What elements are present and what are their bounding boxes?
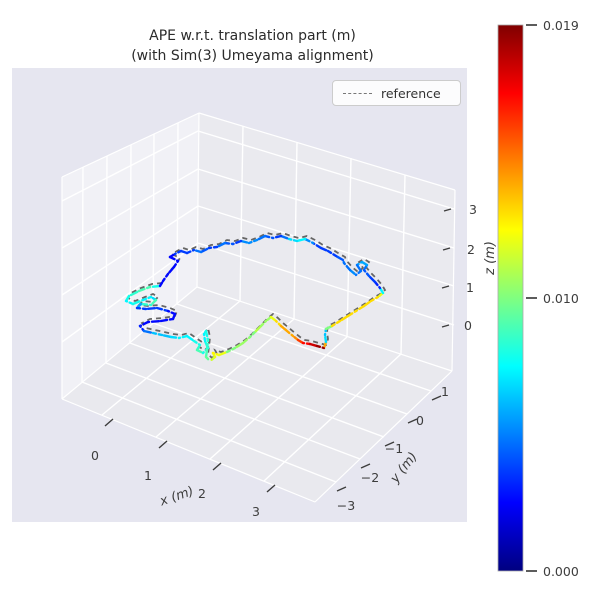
colorbar-tick-min: 0.000 bbox=[543, 564, 579, 579]
x-tick-2: 2 bbox=[198, 486, 206, 501]
legend-item-reference: reference bbox=[381, 85, 441, 101]
legend-box: reference bbox=[332, 80, 461, 106]
y-tick-4: 1 bbox=[441, 384, 449, 399]
x-tick-1: 1 bbox=[144, 468, 152, 483]
reference-trajectory-dashed bbox=[126, 232, 387, 360]
pane-floor bbox=[62, 287, 452, 502]
x-tick-3: 3 bbox=[252, 504, 260, 519]
colorbar bbox=[497, 24, 524, 572]
y-tick-3: 0 bbox=[416, 413, 424, 428]
colorbar-tick-max: 0.019 bbox=[543, 18, 579, 33]
z-tick-1: 1 bbox=[466, 280, 474, 295]
tick-marks bbox=[104, 208, 452, 493]
x-tick-0: 0 bbox=[91, 448, 99, 463]
y-tick-2: −1 bbox=[385, 441, 403, 456]
figure-title-line2: (with Sim(3) Umeyama alignment) bbox=[131, 48, 374, 65]
figure-title-line1: APE w.r.t. translation part (m) bbox=[149, 28, 356, 44]
colorbar-tick-median: 0.010 bbox=[543, 291, 579, 306]
z-tick-3: 3 bbox=[469, 202, 477, 217]
estimate-trajectory-colormapped bbox=[124, 234, 385, 363]
grid-lines bbox=[61, 122, 455, 483]
legend-dashed-line-sample bbox=[343, 92, 372, 94]
pane-right-wall bbox=[197, 113, 455, 371]
y-tick-1: −2 bbox=[361, 470, 379, 485]
figure-title: APE w.r.t. translation part (m) (with Si… bbox=[0, 26, 505, 67]
axes-box-edges bbox=[61, 112, 456, 503]
z-tick-2: 2 bbox=[467, 242, 475, 257]
y-tick-0: −3 bbox=[337, 498, 355, 513]
z-axis-label: z (m) bbox=[483, 241, 498, 276]
z-tick-0: 0 bbox=[464, 318, 472, 333]
colorbar-ticks bbox=[526, 24, 537, 572]
